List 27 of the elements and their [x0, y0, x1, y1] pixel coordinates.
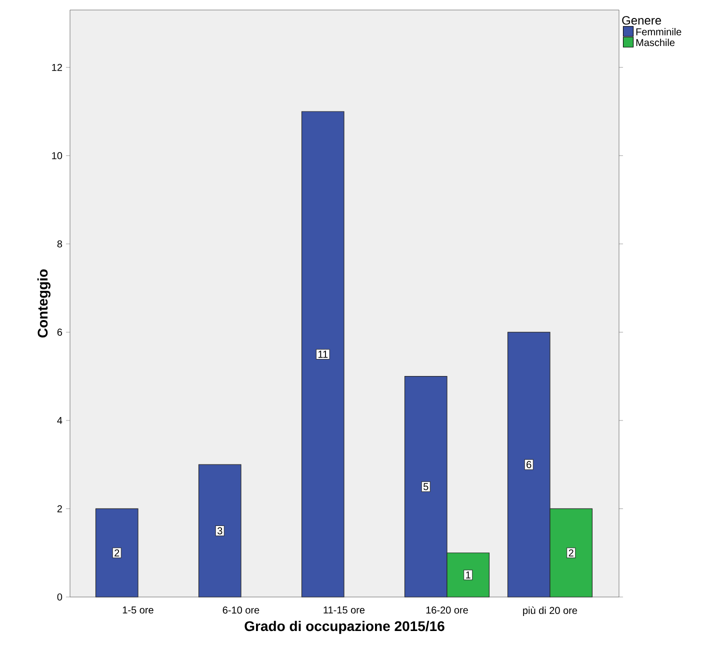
x-axis-title: Grado di occupazione 2015/16 — [244, 620, 444, 634]
x-tick-label: 6-10 ore — [222, 606, 260, 614]
x-tick-label: 11-15 ore — [324, 606, 365, 614]
data-label: 6 — [526, 461, 532, 468]
x-tick-label: più di 20 ore — [523, 606, 578, 616]
x-tick-label: 16-20 ore — [426, 606, 468, 614]
data-label: 1 — [466, 571, 470, 578]
y-axis-title: Conteggio — [37, 269, 50, 338]
data-label: 11 — [318, 350, 328, 358]
y-tick-label: 12 — [52, 64, 62, 71]
x-tick-label: 1-5 ore — [122, 606, 154, 614]
data-label: 3 — [217, 527, 222, 534]
data-label: 5 — [424, 483, 428, 490]
y-tick-label: 8 — [57, 240, 62, 248]
y-tick-label: 4 — [57, 417, 62, 424]
legend-label: Femminile — [636, 28, 682, 36]
bar — [95, 508, 138, 598]
y-tick-label: 2 — [57, 505, 62, 512]
data-label: 2 — [568, 549, 574, 556]
y-tick-label: 6 — [57, 328, 62, 336]
bar — [198, 464, 242, 598]
legend-label: Maschile — [636, 38, 675, 46]
bar — [301, 111, 344, 598]
data-label: 2 — [114, 549, 120, 556]
y-tick-label: 0 — [57, 593, 62, 601]
y-tick-label: 10 — [52, 152, 62, 160]
legend-title: Genere — [622, 16, 662, 25]
